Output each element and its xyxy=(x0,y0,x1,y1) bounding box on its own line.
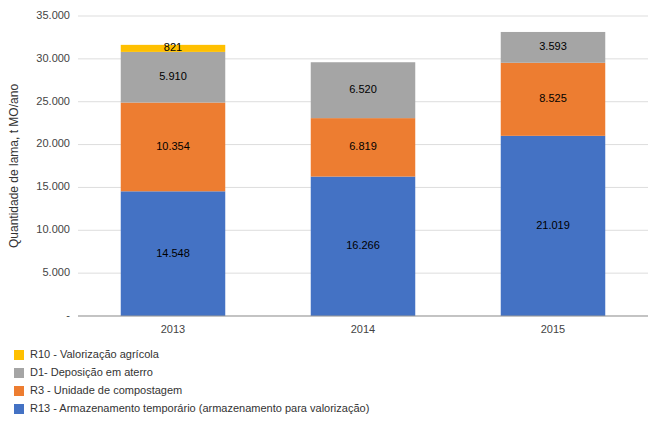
legend-label: R10 - Valorização agrícola xyxy=(30,348,160,360)
legend: R10 - Valorização agrícola D1- Deposição … xyxy=(14,348,369,414)
bars xyxy=(121,32,606,316)
data-label: 6.819 xyxy=(349,140,377,152)
bar-segment xyxy=(121,191,226,316)
x-axis: 2013 2014 2015 xyxy=(78,316,648,335)
x-tick-label: 2014 xyxy=(351,323,375,335)
bar-segment xyxy=(121,52,226,103)
legend-swatch xyxy=(14,350,24,360)
legend-label: R3 - Unidade de compostagem xyxy=(30,384,182,396)
bar-segment xyxy=(501,136,606,316)
legend-swatch xyxy=(14,368,24,378)
bar-segment xyxy=(311,118,416,176)
bar-segment xyxy=(501,63,606,136)
data-label: 14.548 xyxy=(156,247,190,259)
y-axis: - 5.000 10.000 15.000 20.000 25.000 30.000 35.0… xyxy=(36,9,70,321)
x-tick-label: 2013 xyxy=(161,323,185,335)
y-tick-label: 20.000 xyxy=(36,137,70,149)
y-tick-label: 10.000 xyxy=(36,223,70,235)
chart: - 5.000 10.000 15.000 20.000 25.000 30.000 35.0… xyxy=(0,0,668,430)
grid xyxy=(78,16,648,316)
bar-segment xyxy=(311,62,416,118)
data-label: 3.593 xyxy=(539,40,567,52)
legend-label: R13 - Armazenamento temporário (armazena… xyxy=(30,402,369,414)
y-tick-label: 15.000 xyxy=(36,180,70,192)
data-labels: 14.548 16.266 21.019 10.354 6.819 8.525 5.910 6… xyxy=(156,40,570,258)
data-label: 6.520 xyxy=(349,83,377,95)
data-label: 16.266 xyxy=(346,239,380,251)
bar-segment xyxy=(311,177,416,316)
y-tick-label: 25.000 xyxy=(36,95,70,107)
grid-line xyxy=(78,16,648,17)
y-tick-label: 5.000 xyxy=(42,266,70,278)
bar-segment xyxy=(121,103,226,192)
legend-label: D1- Deposição em aterro xyxy=(30,366,153,378)
bar-segment xyxy=(501,32,606,63)
data-label: 5.910 xyxy=(159,70,187,82)
y-tick-label: 35.000 xyxy=(36,9,70,21)
bar-segment xyxy=(501,31,606,32)
y-tick-label: - xyxy=(66,309,70,321)
x-tick-label: 2015 xyxy=(541,323,565,335)
data-label: 821 xyxy=(164,41,182,53)
data-label: 10.354 xyxy=(156,140,190,152)
legend-swatch xyxy=(14,404,24,414)
data-label: 8.525 xyxy=(539,92,567,104)
x-axis-line xyxy=(78,316,648,317)
y-tick-label: 30.000 xyxy=(36,52,70,64)
legend-swatch xyxy=(14,386,24,396)
bar-segment xyxy=(311,62,416,63)
y-axis-label: Quantidade de lama, t MO/ano xyxy=(7,84,21,248)
data-label: 21.019 xyxy=(536,219,570,231)
grid-line xyxy=(78,316,648,317)
